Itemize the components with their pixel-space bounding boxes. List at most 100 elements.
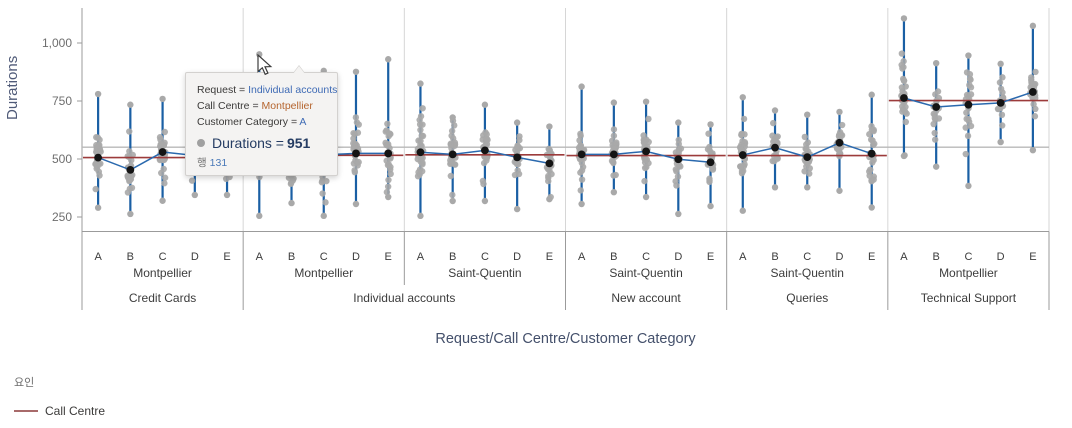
data-point[interactable] [640,139,648,146]
data-point[interactable] [931,129,938,137]
data-point[interactable] [285,174,293,181]
data-point-min[interactable] [94,204,102,211]
data-point[interactable] [92,185,99,193]
data-point[interactable] [641,177,648,185]
data-point[interactable] [126,177,133,185]
data-point[interactable] [903,110,910,117]
data-point[interactable] [708,151,716,158]
data-point[interactable] [835,146,842,154]
data-point[interactable] [709,166,717,173]
data-point-min[interactable] [546,195,553,203]
data-point[interactable] [418,132,425,139]
mean-dot[interactable] [996,98,1005,107]
data-point[interactable] [963,115,970,123]
data-point[interactable] [1032,68,1039,76]
data-point[interactable] [966,75,974,83]
data-point[interactable] [900,77,908,84]
data-point[interactable] [448,127,456,135]
data-point-min[interactable] [675,210,682,218]
data-point[interactable] [738,169,746,177]
data-point-min[interactable] [578,200,585,208]
data-point-min[interactable] [449,197,456,205]
data-point[interactable] [963,109,970,116]
legend-item-call-centre[interactable]: Call Centre [14,404,105,418]
data-point[interactable] [577,187,584,194]
data-point[interactable] [770,138,777,145]
data-point[interactable] [576,137,583,144]
data-point-min[interactable] [352,200,360,208]
data-point-min[interactable] [932,163,940,170]
data-point[interactable] [417,158,424,165]
data-point[interactable] [610,132,618,139]
data-point-max[interactable] [610,99,618,106]
data-point[interactable] [837,131,845,138]
mean-dot[interactable] [706,158,715,167]
data-point-max[interactable] [513,119,521,126]
data-point[interactable] [962,150,969,158]
data-point[interactable] [578,167,586,174]
data-point-max[interactable] [578,83,585,90]
data-point[interactable] [997,85,1005,93]
data-point[interactable] [419,105,426,112]
data-point[interactable] [868,177,875,185]
data-point[interactable] [673,182,680,189]
data-point[interactable] [866,172,873,179]
data-point[interactable] [352,114,360,121]
data-point-max[interactable] [417,80,424,87]
data-point[interactable] [577,145,585,152]
data-point[interactable] [900,58,907,65]
data-point-max[interactable] [1029,22,1037,30]
data-point[interactable] [706,175,713,182]
mean-dot[interactable] [94,153,103,162]
data-point[interactable] [803,141,810,148]
data-point-min[interactable] [159,197,166,204]
mean-dot[interactable] [900,94,908,102]
data-point[interactable] [449,191,456,199]
data-point-max[interactable] [836,108,843,116]
data-point-max[interactable] [642,98,650,105]
data-point-min[interactable] [127,210,134,218]
data-point[interactable] [483,140,491,148]
data-point-max[interactable] [159,95,166,103]
data-point[interactable] [383,157,390,164]
mean-dot[interactable] [513,153,522,162]
data-point[interactable] [578,176,586,183]
data-point[interactable] [480,159,488,167]
data-point-min[interactable] [804,184,811,191]
data-point[interactable] [641,159,649,166]
data-point-min[interactable] [610,188,618,196]
data-point[interactable] [613,139,620,146]
data-point-min[interactable] [997,138,1004,146]
data-point-max[interactable] [481,101,489,108]
data-point[interactable] [740,115,748,123]
data-point[interactable] [996,79,1004,86]
mean-dot[interactable] [642,147,650,156]
data-point[interactable] [382,139,389,147]
data-point[interactable] [516,136,523,144]
data-point-min[interactable] [191,191,199,199]
data-point[interactable] [126,128,133,135]
data-point[interactable] [319,190,326,197]
data-point[interactable] [867,166,874,173]
data-point[interactable] [1031,113,1039,120]
mean-dot[interactable] [126,166,135,174]
data-point[interactable] [386,130,393,137]
data-point[interactable] [160,165,167,173]
data-point[interactable] [385,176,392,184]
data-point-max[interactable] [997,60,1004,68]
data-point[interactable] [384,120,391,128]
data-point-max[interactable] [385,56,392,63]
mean-dot[interactable] [932,103,941,111]
data-point[interactable] [128,157,135,164]
data-point[interactable] [447,159,455,166]
data-point[interactable] [354,129,362,136]
data-point[interactable] [935,94,943,102]
mean-dot[interactable] [448,150,457,159]
data-point[interactable] [128,184,136,192]
data-point[interactable] [774,133,781,140]
data-point[interactable] [479,177,487,185]
mean-dot[interactable] [481,146,489,155]
data-point[interactable] [515,170,523,178]
data-point[interactable] [611,145,619,152]
data-point[interactable] [898,84,906,91]
